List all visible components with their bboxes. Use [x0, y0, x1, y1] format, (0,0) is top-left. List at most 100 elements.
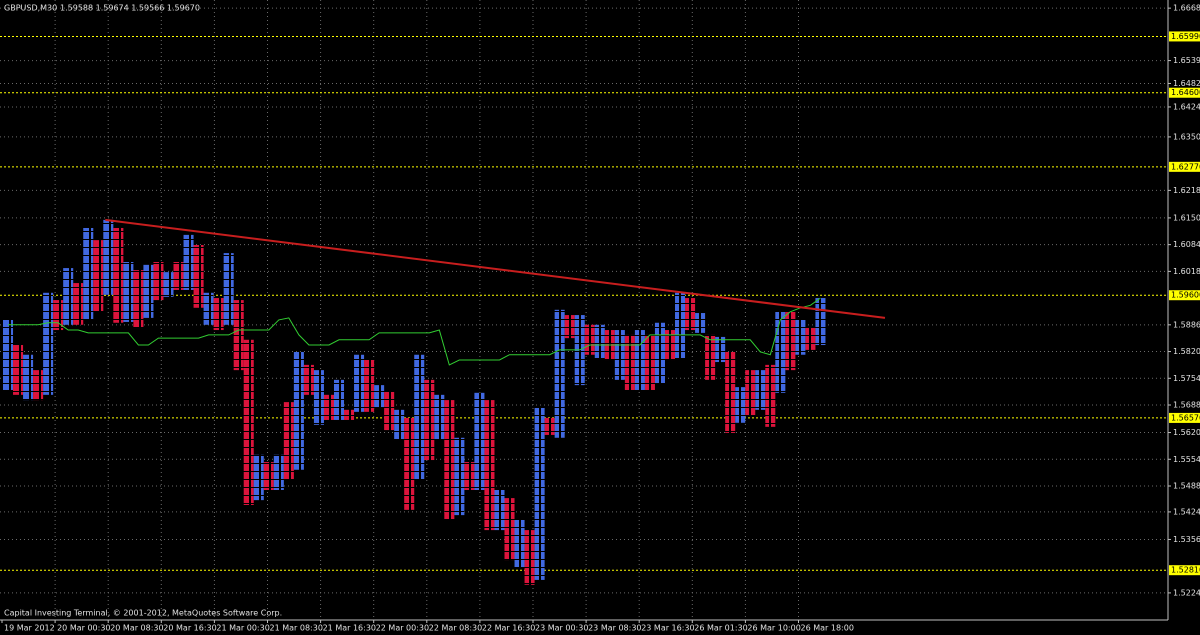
pf-column — [514, 519, 525, 568]
pf-column — [524, 530, 535, 585]
level-tag — [1169, 412, 1200, 423]
pf-column — [43, 292, 54, 395]
level-label: 1.56570 — [1171, 413, 1200, 422]
pf-column — [444, 400, 455, 520]
pf-column — [685, 298, 696, 331]
pf-column — [263, 462, 274, 491]
pf-column — [333, 379, 345, 420]
pf-column — [73, 283, 84, 325]
pf-column — [63, 268, 74, 325]
level-label: 1.59600 — [1171, 291, 1200, 300]
y-tick-label: 1.57549 — [1173, 374, 1200, 383]
pf-column — [273, 454, 284, 491]
level-label: 1.65990 — [1171, 32, 1200, 41]
x-tick-label: 21 Mar 16:30 — [323, 624, 376, 633]
pf-column — [715, 336, 726, 363]
y-tick-label: 1.62189 — [1173, 186, 1200, 195]
pf-column — [775, 311, 786, 393]
pf-column — [805, 328, 816, 350]
trendline — [105, 218, 886, 319]
pf-column — [3, 319, 14, 390]
pf-column — [504, 498, 515, 561]
pf-column — [344, 409, 355, 420]
pf-column — [755, 370, 766, 410]
y-tick-label: 1.60189 — [1173, 267, 1200, 276]
pf-column — [745, 370, 756, 416]
pf-column — [283, 402, 294, 480]
symbol-title: GBPUSD,M30 — [4, 4, 57, 13]
pf-column — [594, 324, 605, 358]
pf-column — [404, 417, 415, 510]
pf-column — [705, 334, 716, 380]
pf-column — [303, 364, 314, 395]
pf-column — [474, 392, 485, 491]
pf-column — [113, 227, 124, 323]
y-tick-label: 1.63509 — [1173, 132, 1200, 141]
y-tick-label: 1.64249 — [1173, 102, 1200, 111]
pf-column — [464, 462, 475, 491]
y-tick-label: 1.56209 — [1173, 428, 1200, 437]
x-tick-label: 22 Mar 00:30 — [376, 624, 429, 633]
pf-column — [183, 234, 194, 290]
footer: Capital Investing Terminal, © 2001-2012,… — [4, 609, 282, 618]
pf-column — [765, 364, 776, 427]
pf-column — [103, 219, 114, 295]
pf-column — [93, 240, 104, 312]
pf-column — [584, 324, 595, 355]
pf-column — [133, 270, 144, 329]
pf-column — [544, 417, 555, 435]
pf-column — [564, 315, 575, 339]
pf-column — [23, 354, 34, 401]
pf-column — [664, 330, 676, 361]
x-tick-label: 23 Mar 16:30 — [641, 624, 694, 633]
x-tick-label: 19 Mar 2012 — [4, 624, 55, 633]
pf-column — [484, 400, 495, 531]
x-tick-label: 21 Mar 00:30 — [216, 624, 269, 633]
level-label: 1.64600 — [1171, 88, 1200, 97]
pf-column — [494, 490, 505, 531]
pf-column — [644, 334, 655, 390]
pf-column — [354, 354, 365, 412]
pf-column — [424, 379, 435, 461]
pf-column — [223, 253, 234, 325]
pf-column — [394, 409, 405, 440]
pf-column — [13, 345, 24, 395]
pf-column — [33, 370, 44, 401]
quote: 1.59588 1.59674 1.59566 1.59670 — [60, 4, 200, 13]
x-tick-label: 23 Mar 08:30 — [588, 624, 641, 633]
pf-column — [695, 313, 706, 333]
y-tick-label: 1.54249 — [1173, 507, 1200, 516]
level-tag — [1169, 290, 1200, 301]
x-tick-label: 21 Mar 08:30 — [270, 624, 323, 633]
pf-column — [374, 385, 385, 408]
pf-column — [293, 351, 304, 470]
y-tick-label: 1.58209 — [1173, 347, 1200, 356]
x-tick-label: 22 Mar 08:30 — [429, 624, 482, 633]
pf-column — [123, 262, 134, 322]
pf-column — [614, 330, 625, 380]
pf-column — [143, 264, 154, 318]
y-tick-label: 1.61509 — [1173, 213, 1200, 222]
pf-column — [173, 262, 184, 290]
pf-column — [203, 292, 214, 325]
x-tick-label: 20 Mar 08:30 — [110, 624, 163, 633]
pf-column — [253, 454, 264, 501]
pf-column — [384, 392, 395, 431]
level-label: 1.62770 — [1171, 162, 1200, 171]
pf-column — [323, 394, 334, 420]
pf-column — [364, 360, 375, 412]
pf-column — [414, 354, 425, 480]
pf-column — [163, 272, 174, 297]
pf-column — [233, 300, 244, 371]
pf-column — [654, 322, 665, 384]
x-tick-label: 26 Mar 01:30 — [694, 624, 747, 633]
x-tick-label: 26 Mar 10:00 — [747, 624, 800, 633]
level-tag — [1169, 31, 1200, 42]
pf-column — [153, 262, 164, 301]
pf-column — [454, 437, 465, 516]
pf-column — [725, 351, 736, 433]
level-tag — [1169, 565, 1200, 576]
pf-column — [735, 387, 746, 423]
